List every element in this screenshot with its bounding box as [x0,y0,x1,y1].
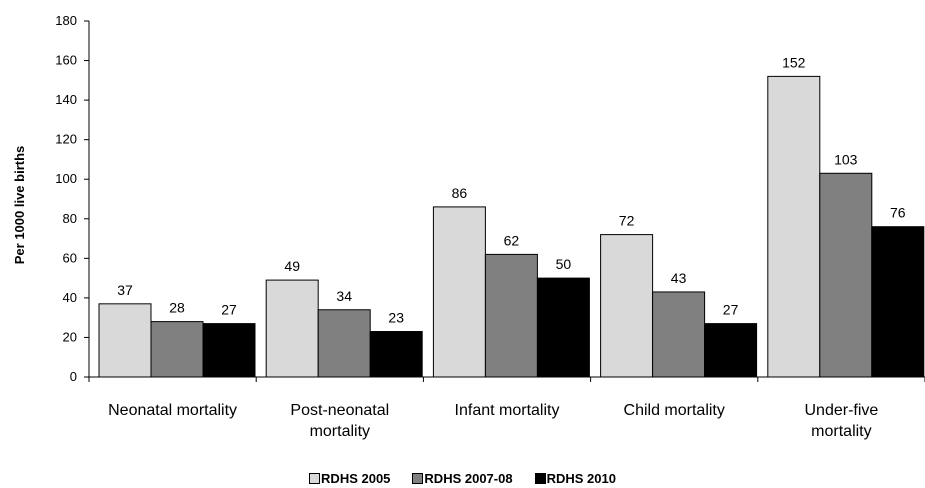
bar [317,309,371,378]
data-label: 27 [723,302,739,318]
bars [98,75,925,378]
x-category-label: Under-five [804,402,878,419]
data-label: 28 [169,300,185,316]
data-label: 62 [504,232,520,248]
data-label: 72 [619,213,635,229]
data-label: 49 [284,258,300,274]
data-label: 103 [834,151,858,167]
y-tick-label: 60 [63,250,77,265]
bar [98,303,152,378]
legend-swatch [309,473,321,484]
axes: 0 20 40 60 80 100 120 140 160 180 Neonatal mortali… [55,13,925,440]
legend-label: RDHS 2005 [321,471,391,486]
data-label: 37 [117,282,133,298]
data-label: 50 [556,256,572,272]
bar [652,291,706,378]
x-category-label: mortality [310,423,370,440]
bar [484,253,538,378]
data-label: 152 [782,54,806,70]
legend-label: RDHS 2010 [546,471,616,486]
data-label: 27 [221,302,237,318]
bar [767,75,821,378]
bar [265,279,319,378]
bar [202,323,256,378]
bar [871,226,925,378]
y-tick-label: 120 [55,132,77,147]
y-tick-label: 20 [63,329,77,344]
bar [432,206,486,378]
legend-item: RDHS 2007-08 [412,471,513,486]
legend-swatch [534,473,546,484]
bar [819,172,873,378]
y-tick-label: 100 [55,171,77,186]
legend-label: RDHS 2007-08 [424,471,513,486]
x-category-label: Post-neonatal [290,402,389,419]
x-category-label: Infant mortality [455,402,560,419]
y-axis-label: Per 1000 live births [12,146,27,265]
y-tick-label: 140 [55,92,77,107]
bar [704,323,758,378]
bar-chart: Per 1000 live births 0 20 40 60 80 100 120 140 1… [12,13,925,440]
legend-item: RDHS 2005 [309,471,390,486]
y-tick-label: 0 [70,369,77,384]
data-label: 23 [388,310,404,326]
y-tick-label: 160 [55,53,77,68]
legend: RDHS 2005 RDHS 2007-08 RDHS 2010 [0,471,925,486]
bar [536,277,590,378]
legend-item: RDHS 2010 [534,471,616,486]
x-category-label: Neonatal mortality [108,402,237,419]
y-tick-label: 40 [63,290,77,305]
data-labels: 37 28 27 49 34 23 86 62 50 72 43 27 152 103 76 [117,54,906,325]
x-category-label: Child mortality [624,402,725,419]
data-label: 43 [671,270,687,286]
data-label: 86 [452,185,468,201]
x-category-label: mortality [811,423,871,440]
bar [600,234,654,378]
data-label: 34 [336,288,352,304]
y-tick-label: 80 [63,211,77,226]
bar [150,321,204,378]
legend-swatch [412,473,424,484]
bar [369,331,423,378]
data-label: 76 [890,205,906,221]
y-tick-label: 180 [55,13,77,28]
